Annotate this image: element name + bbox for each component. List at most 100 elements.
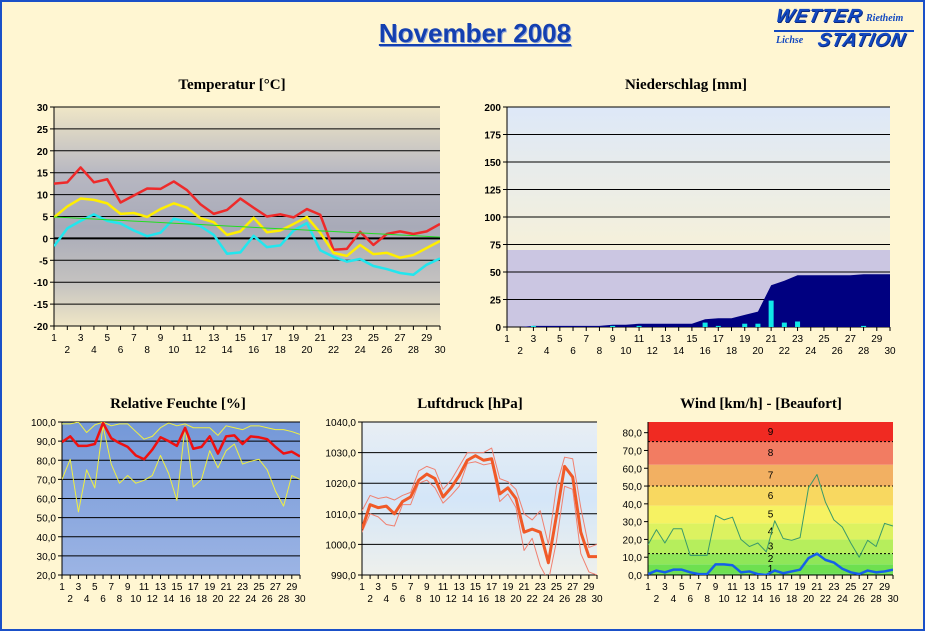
y-tick-label: 50,0 xyxy=(37,514,57,525)
x-tick-label: 1 xyxy=(359,582,365,593)
y-tick-label: 1030,0 xyxy=(325,449,356,460)
y-tick-label: 30,0 xyxy=(37,552,57,563)
daily-precipitation-bar xyxy=(795,321,801,327)
x-tick-label: 4 xyxy=(384,594,390,605)
x-tick-label: 18 xyxy=(786,594,798,605)
x-tick-label: 11 xyxy=(727,582,738,593)
x-tick-label: 14 xyxy=(752,594,764,605)
x-tick-label: 3 xyxy=(375,582,381,593)
x-tick-label: 21 xyxy=(315,333,327,344)
daily-precipitation-bar xyxy=(742,323,748,327)
x-tick-label: 27 xyxy=(862,582,874,593)
y-tick-label: 10,0 xyxy=(623,553,643,564)
cumulative-precipitation-area xyxy=(507,274,890,327)
x-tick-label: 5 xyxy=(104,333,110,344)
x-tick-label: 15 xyxy=(171,582,183,593)
x-tick-label: 30 xyxy=(591,594,603,605)
x-tick-label: 13 xyxy=(208,333,220,344)
y-tick-label: 15 xyxy=(37,169,49,180)
x-tick-label: 8 xyxy=(117,594,123,605)
x-tick-label: 25 xyxy=(253,582,265,593)
x-tick-label: 16 xyxy=(478,594,490,605)
y-tick-label: 0 xyxy=(42,234,48,245)
x-tick-label: 23 xyxy=(237,582,249,593)
y-tick-label: 5 xyxy=(42,213,48,224)
x-tick-label: 18 xyxy=(196,594,208,605)
x-tick-label: 6 xyxy=(100,594,106,605)
x-tick-label: 3 xyxy=(78,333,84,344)
humidity-series-line-1 xyxy=(62,425,300,513)
x-tick-label: 4 xyxy=(84,594,90,605)
y-tick-label: 75 xyxy=(490,241,502,252)
x-tick-label: 16 xyxy=(180,594,192,605)
y-tick-label: 20,0 xyxy=(623,535,643,546)
x-tick-label: 2 xyxy=(517,346,523,357)
x-tick-label: 22 xyxy=(820,594,832,605)
y-tick-label: 1010,0 xyxy=(325,510,356,521)
y-tick-label: 20 xyxy=(37,147,49,158)
y-tick-label: 150 xyxy=(484,158,501,169)
x-tick-label: 24 xyxy=(355,345,367,356)
precipitation-chart-title: Niederschlag [mm] xyxy=(624,77,748,93)
temperature-chart-title: Temperatur [°C] xyxy=(178,77,286,93)
x-tick-label: 11 xyxy=(634,334,645,345)
temperature-series-line-0 xyxy=(54,166,440,252)
x-tick-label: 28 xyxy=(408,345,420,356)
y-tick-label: 60,0 xyxy=(37,495,57,506)
y-tick-label: 90,0 xyxy=(37,437,57,448)
x-tick-label: 27 xyxy=(567,582,579,593)
x-tick-label: 2 xyxy=(367,594,373,605)
y-tick-label: 25 xyxy=(490,296,502,307)
x-tick-label: 27 xyxy=(845,334,857,345)
x-tick-label: 26 xyxy=(262,594,274,605)
x-tick-label: 19 xyxy=(795,582,807,593)
x-tick-label: 10 xyxy=(168,345,180,356)
y-tick-label: -10 xyxy=(34,278,49,289)
x-tick-label: 9 xyxy=(713,582,719,593)
x-tick-label: 21 xyxy=(221,582,233,593)
x-tick-label: 4 xyxy=(544,346,550,357)
y-tick-label: 50,0 xyxy=(623,482,643,493)
x-tick-label: 27 xyxy=(270,582,282,593)
x-tick-label: 6 xyxy=(570,346,576,357)
x-tick-label: 5 xyxy=(679,582,685,593)
x-tick-label: 12 xyxy=(735,594,747,605)
y-tick-label: 125 xyxy=(484,186,501,197)
x-tick-label: 3 xyxy=(531,334,537,345)
x-tick-label: 26 xyxy=(854,594,866,605)
x-tick-label: 16 xyxy=(248,345,260,356)
daily-precipitation-bar xyxy=(702,322,708,327)
x-tick-label: 29 xyxy=(286,582,298,593)
daily-precipitation-bar xyxy=(861,325,867,327)
x-tick-label: 29 xyxy=(583,582,595,593)
y-tick-label: 1020,0 xyxy=(325,479,356,490)
x-tick-label: 8 xyxy=(704,594,710,605)
x-tick-label: 22 xyxy=(229,594,241,605)
daily-precipitation-bar xyxy=(768,300,774,327)
x-tick-label: 8 xyxy=(144,345,150,356)
x-tick-label: 14 xyxy=(163,594,175,605)
y-tick-label: 30 xyxy=(37,103,49,114)
humidity-marks xyxy=(62,422,300,513)
daily-precipitation-bar xyxy=(610,325,616,327)
pressure-series-line-2 xyxy=(362,454,597,565)
daily-precipitation-bar xyxy=(530,325,536,327)
humidity-chart: 100,090,080,070,060,050,040,030,020,0123… xyxy=(31,418,306,605)
x-tick-label: 17 xyxy=(188,582,200,593)
x-tick-label: 21 xyxy=(766,334,778,345)
beaufort-label: 1 xyxy=(768,564,774,575)
x-tick-label: 23 xyxy=(341,333,353,344)
x-tick-label: 13 xyxy=(660,334,672,345)
temperature-series-line-1 xyxy=(54,197,440,259)
x-tick-label: 26 xyxy=(381,345,393,356)
wind-chart: 12345678980,070,060,050,040,030,020,010,… xyxy=(623,422,899,605)
y-tick-label: 0,0 xyxy=(628,571,642,582)
x-tick-label: 10 xyxy=(718,594,730,605)
x-tick-label: 15 xyxy=(686,334,698,345)
logo-owner: Lichse xyxy=(776,35,804,46)
x-tick-label: 11 xyxy=(182,333,193,344)
beaufort-band xyxy=(648,539,893,554)
x-tick-label: 1 xyxy=(504,334,510,345)
x-tick-label: 29 xyxy=(421,333,433,344)
